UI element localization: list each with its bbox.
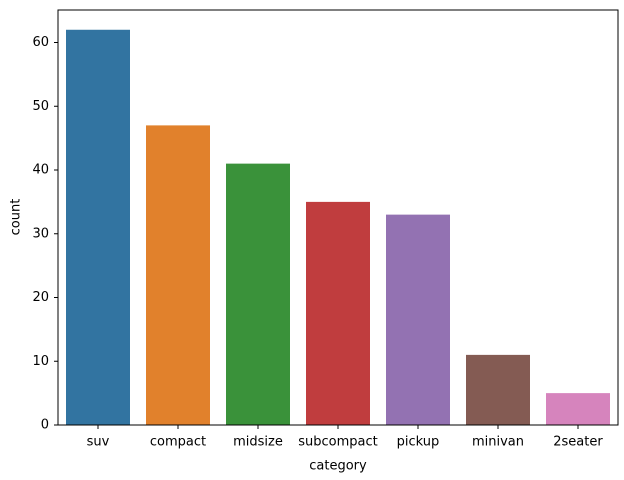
- x-tick-label: suv: [87, 435, 110, 450]
- x-tick-label: compact: [150, 435, 206, 450]
- x-tick-label: midsize: [233, 435, 283, 450]
- bar: [466, 354, 530, 425]
- y-tick-label: 20: [32, 290, 49, 305]
- y-tick-label: 30: [32, 226, 49, 241]
- x-tick-label: minivan: [472, 435, 524, 450]
- bar: [66, 29, 130, 426]
- y-tick-label: 0: [41, 418, 49, 433]
- x-axis-label: category: [309, 459, 367, 474]
- bar: [546, 393, 610, 425]
- y-tick-label: 40: [32, 163, 49, 178]
- y-tick-label: 50: [32, 99, 49, 114]
- bar: [146, 125, 210, 425]
- plot-frame: [57, 9, 619, 426]
- bar: [226, 163, 290, 425]
- bar: [306, 201, 370, 425]
- y-tick-label: 10: [32, 354, 49, 369]
- y-axis-label: count: [9, 199, 24, 236]
- x-tick-label: pickup: [397, 435, 440, 450]
- y-tick-label: 60: [32, 35, 49, 50]
- x-tick-label: subcompact: [298, 435, 378, 450]
- bar: [386, 214, 450, 425]
- x-tick-label: 2seater: [553, 435, 603, 450]
